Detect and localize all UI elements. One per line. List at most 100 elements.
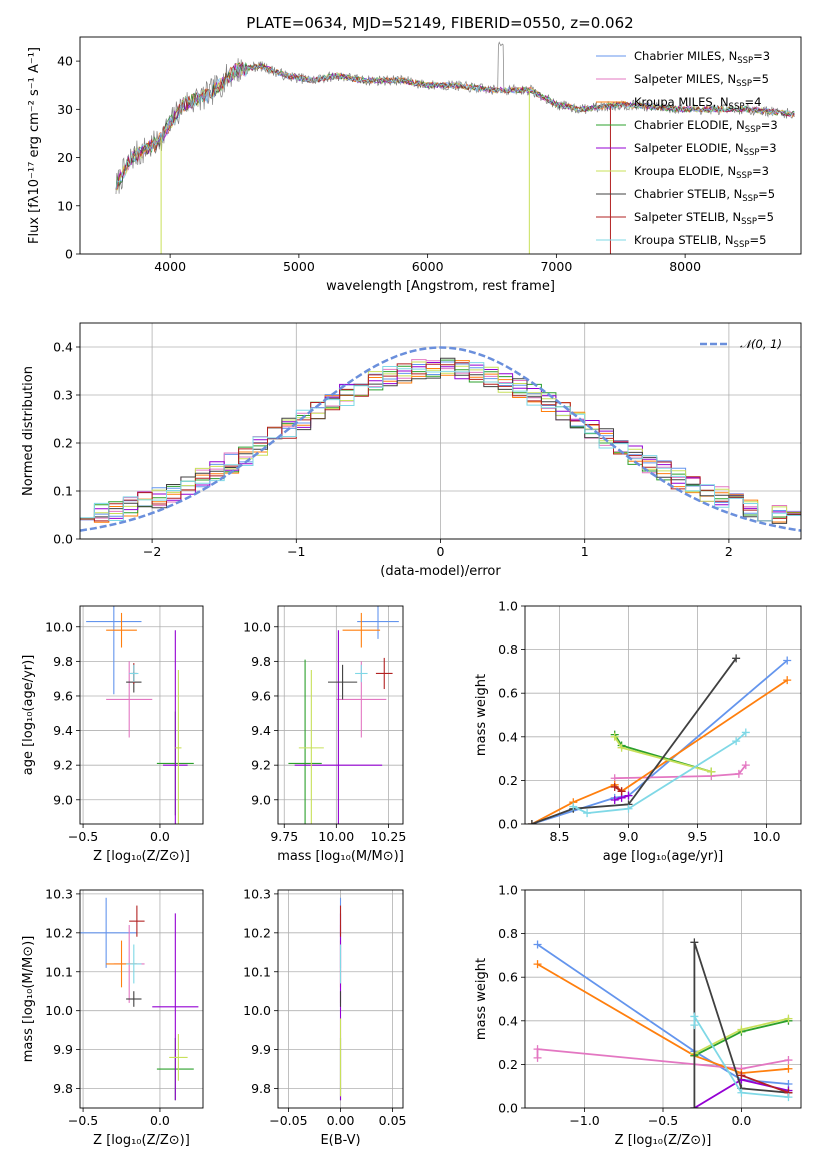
- weight-point-marker: [784, 1064, 793, 1073]
- y-axis-label: Normed distribution: [21, 366, 36, 496]
- plot-area: [288, 606, 399, 824]
- x-tick-label: 0.00: [327, 1113, 355, 1128]
- histogram-series: [80, 362, 801, 522]
- panel-age-vs-Z: −0.5 0.0 9.0 9.2 9.4 9.6 9.8 10.0 Z [log₁₀(Z/Z⊙)…: [21, 605, 204, 864]
- y-tick-label: 0.0: [498, 1101, 518, 1116]
- y-tick-label: 0.2: [53, 436, 73, 451]
- model-spectrum: [115, 61, 795, 190]
- axes-frame: [79, 605, 204, 825]
- y-tick-label: 10.2: [243, 925, 271, 940]
- weight-point-marker: [533, 1045, 542, 1054]
- weight-series-line: [531, 657, 737, 824]
- x-tick-label: 7000: [540, 259, 572, 274]
- weight-point-marker: [737, 1071, 746, 1080]
- y-axis-label: Flux [fλ10⁻¹⁷ erg cm⁻² s⁻¹ A⁻¹]: [27, 47, 42, 244]
- weight-point-marker: [690, 938, 699, 947]
- weight-point-marker: [737, 1088, 746, 1097]
- axes-frame: [524, 605, 802, 825]
- x-tick-label: 0.05: [379, 1113, 407, 1128]
- y-tick-label: 0.2: [498, 773, 518, 788]
- y-tick-label: 9.0: [251, 792, 271, 807]
- weight-point-marker: [610, 732, 619, 741]
- weight-point-marker: [533, 940, 542, 949]
- histogram-series: [80, 357, 801, 524]
- legend: 𝒩(0, 1): [700, 337, 782, 351]
- legend-label: Chabrier ELODIE, NSSP=3: [634, 118, 778, 135]
- x-tick-label: −0.05: [269, 1113, 307, 1128]
- x-tick-label: 8000: [669, 259, 701, 274]
- y-axis-label: mass weight: [474, 674, 489, 756]
- x-tick-label: 9.75: [270, 829, 298, 844]
- weight-point-marker: [707, 767, 716, 776]
- x-tick-label: 6000: [412, 259, 444, 274]
- panel-weight-vs-age: 8.5 9.0 9.5 10.0 0.0 0.2 0.4 0.6 0.8 1.0 age [log₁…: [474, 599, 802, 864]
- x-tick-label: 2: [725, 544, 733, 559]
- y-tick-label: 20: [57, 150, 73, 165]
- weight-point-marker: [732, 737, 741, 746]
- y-tick-label: 9.8: [53, 1081, 73, 1096]
- legend-label: Kroupa STELIB, NSSP=5: [634, 233, 766, 250]
- y-axis-label: mass weight: [474, 958, 489, 1040]
- weight-point-marker: [784, 1014, 793, 1023]
- panel-spectrum: 4000 5000 6000 7000 8000 0 10 20 30 40 wavelength …: [27, 36, 802, 294]
- y-tick-label: 0.3: [53, 388, 73, 403]
- y-tick-label: 9.2: [53, 758, 73, 773]
- y-tick-label: 0.8: [498, 642, 518, 657]
- y-axis-label: age [log₁₀(age/yr)]: [21, 655, 36, 776]
- x-tick-label: −1: [287, 544, 305, 559]
- weight-series-line: [572, 731, 747, 815]
- y-tick-label: 9.4: [251, 723, 271, 738]
- weight-point-marker: [784, 1056, 793, 1065]
- y-tick-label: 0.2: [498, 1057, 518, 1072]
- weight-series-line: [536, 1048, 789, 1070]
- weight-point-marker: [783, 656, 792, 665]
- y-tick-label: 9.8: [53, 654, 73, 669]
- model-spectrum: [115, 63, 795, 190]
- y-tick-label: 0.4: [498, 1013, 518, 1028]
- legend-label: Salpeter MILES, NSSP=5: [634, 72, 769, 89]
- y-tick-label: 10.2: [45, 925, 73, 940]
- y-tick-label: 9.8: [251, 1081, 271, 1096]
- plot-area: [80, 346, 801, 532]
- x-tick-label: −0.5: [68, 829, 98, 844]
- panel-residuals: −2 −1 0 1 2 0.0 0.1 0.2 0.3 0.4 (data-model)/error…: [21, 322, 802, 579]
- x-axis-label: Z [log₁₀(Z/Z⊙)]: [615, 1133, 712, 1148]
- y-tick-label: 10.0: [45, 619, 73, 634]
- weight-point-marker: [617, 787, 626, 796]
- y-tick-label: 9.9: [251, 1042, 271, 1057]
- legend-label: Salpeter ELODIE, NSSP=3: [634, 141, 777, 158]
- y-tick-label: 10.0: [45, 1003, 73, 1018]
- y-tick-label: 9.9: [53, 1042, 73, 1057]
- legend-label: 𝒩(0, 1): [740, 337, 782, 351]
- panel-age-vs-mass: 9.75 10.00 10.25 9.0 9.2 9.4 9.6 9.8 10.0 mass [l…: [243, 605, 406, 864]
- y-tick-label: 9.6: [251, 688, 271, 703]
- x-tick-label: 0.0: [731, 1113, 751, 1128]
- x-axis-label: wavelength [Angstrom, rest frame]: [326, 279, 555, 294]
- axes-frame: [79, 36, 802, 255]
- weight-point-marker: [690, 1021, 699, 1030]
- weight-point-marker: [533, 960, 542, 969]
- plot-area: [115, 41, 795, 254]
- x-tick-label: 4000: [154, 259, 186, 274]
- weight-point-marker: [610, 796, 619, 805]
- y-tick-label: 0.6: [498, 970, 518, 985]
- weight-point-marker: [533, 1053, 542, 1062]
- x-tick-label: 9.0: [619, 829, 639, 844]
- y-tick-label: 9.2: [251, 758, 271, 773]
- weight-point-marker: [783, 676, 792, 685]
- legend: Chabrier MILES, NSSP=3 Salpeter MILES, NS…: [596, 49, 778, 250]
- weight-point-marker: [624, 791, 633, 800]
- y-tick-label: 0.0: [53, 532, 73, 547]
- panel-mass-vs-Z: −0.5 0.0 9.8 9.9 10.0 10.1 10.2 10.3 Z [log₁₀(Z/…: [21, 886, 204, 1148]
- weight-series-line: [614, 764, 747, 780]
- x-axis-label: Z [log₁₀(Z/Z⊙)]: [93, 849, 190, 864]
- weight-point-marker: [569, 802, 578, 811]
- weight-point-marker: [734, 769, 743, 778]
- plot-area: [527, 654, 792, 824]
- weight-point-marker: [737, 1025, 746, 1034]
- weight-point-marker: [527, 820, 536, 824]
- x-tick-label: 0: [437, 544, 445, 559]
- weight-series-line: [693, 1013, 789, 1098]
- y-tick-label: 10.0: [243, 1003, 271, 1018]
